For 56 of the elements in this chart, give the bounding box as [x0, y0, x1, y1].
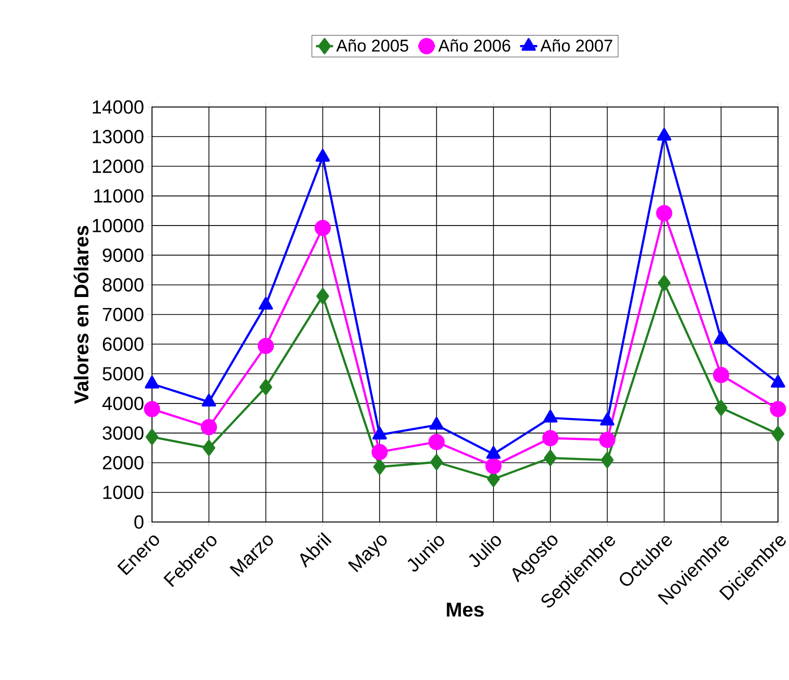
- x-tick-label: Julio: [469, 536, 502, 568]
- point: [316, 288, 330, 304]
- y-tick-label: 11000: [94, 189, 144, 203]
- point: [429, 416, 444, 430]
- point: [600, 412, 614, 426]
- point: [144, 400, 160, 418]
- y-tick-label: 13000: [92, 130, 144, 144]
- point: [144, 376, 160, 388]
- point: [373, 458, 386, 475]
- y-tick-label: 10000: [92, 218, 144, 232]
- legend-label: Año 2005: [336, 39, 408, 52]
- point: [713, 366, 730, 384]
- y-tick-label: 6000: [102, 337, 144, 351]
- point: [430, 454, 443, 470]
- point: [316, 148, 330, 162]
- point: [372, 444, 388, 460]
- y-tick-label: 1000: [103, 486, 144, 500]
- y-tick-label: 5000: [102, 367, 144, 381]
- point: [657, 128, 672, 141]
- point: [599, 432, 616, 448]
- point: [600, 452, 614, 468]
- y-tick-label: 0: [134, 515, 144, 529]
- y-tick-label: 3000: [102, 426, 144, 440]
- point: [372, 426, 387, 440]
- point: [485, 458, 502, 474]
- point: [202, 394, 216, 407]
- point: [146, 428, 158, 446]
- point: [542, 430, 558, 446]
- point: [428, 434, 445, 450]
- point: [658, 274, 671, 292]
- point: [656, 205, 672, 222]
- point: [714, 400, 728, 416]
- y-tick-label: 12000: [92, 160, 144, 174]
- y-axis-title: Valores en Dólares: [74, 226, 88, 404]
- y-tick-label: 14000: [92, 100, 144, 114]
- legend-label: Año 2006: [438, 39, 510, 52]
- point: [772, 426, 784, 442]
- y-tick-label: 9000: [102, 248, 144, 262]
- point: [258, 296, 273, 310]
- y-tick-label: 7000: [102, 308, 144, 322]
- y-tick-label: 2000: [102, 456, 144, 470]
- y-tick-label: 8000: [102, 278, 144, 292]
- point: [770, 374, 786, 388]
- point: [543, 410, 558, 423]
- point: [314, 220, 331, 236]
- point: [770, 400, 786, 418]
- legend-label: Año 2007: [540, 39, 612, 52]
- x-axis-title: Mes: [446, 602, 484, 617]
- point: [202, 440, 216, 456]
- point: [714, 331, 728, 344]
- point: [259, 379, 272, 396]
- point: [544, 450, 557, 466]
- point: [200, 419, 218, 436]
- point: [258, 338, 274, 354]
- y-tick-label: 4000: [102, 396, 144, 410]
- point: [486, 446, 501, 459]
